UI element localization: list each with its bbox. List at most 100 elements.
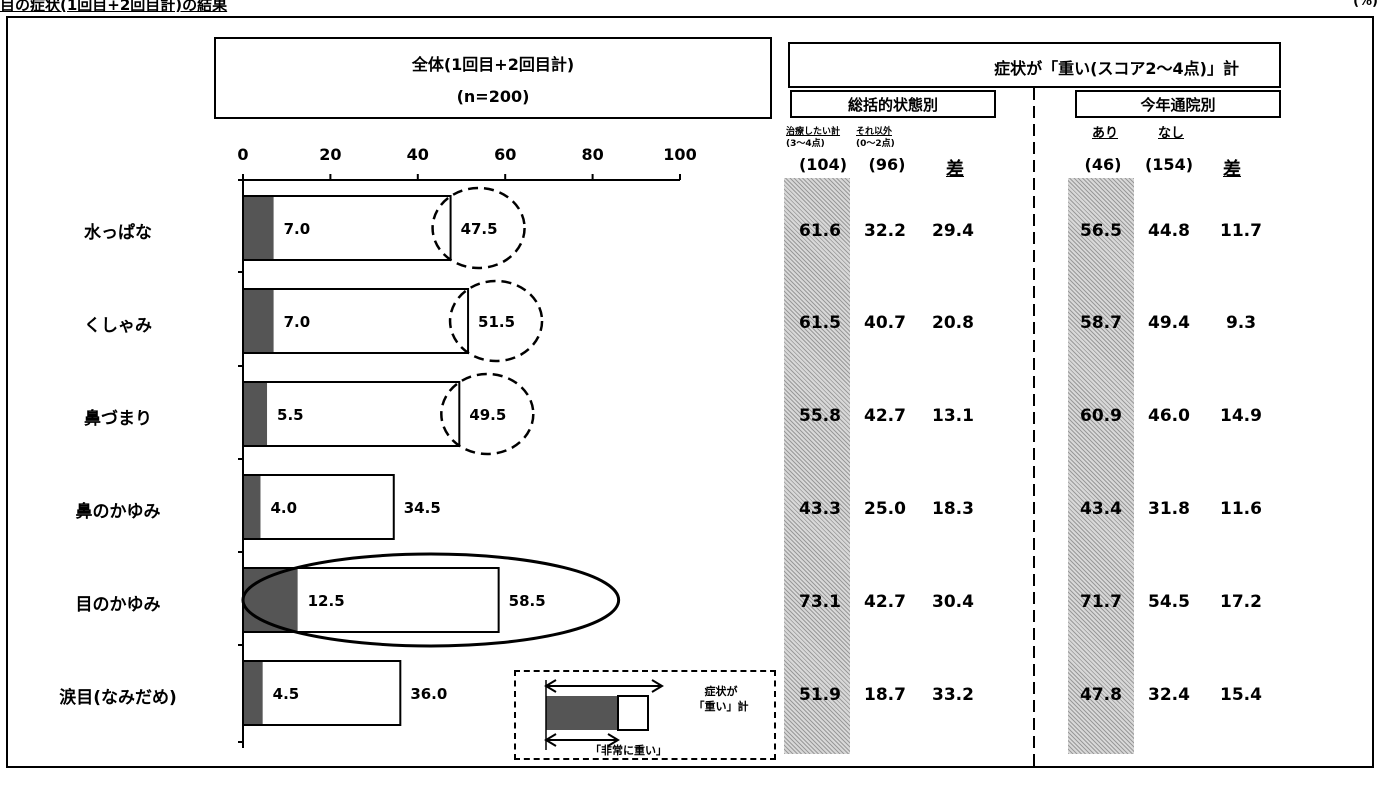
cell-g0-r3-c2: 18.3	[932, 499, 974, 519]
cell-g1-r5-c1: 32.4	[1148, 685, 1190, 705]
highlight-dashed-2	[440, 372, 535, 456]
cell-g1-r0-c1: 44.8	[1148, 221, 1190, 241]
legend-graphic	[544, 679, 664, 750]
col-n-g0-c1: (96)	[868, 155, 906, 174]
cell-g0-r1-c0: 61.5	[799, 313, 841, 333]
legend-very-heavy-swatch	[546, 696, 618, 730]
legend: 症状が 「重い」計 「非常に重い」	[514, 670, 776, 760]
cell-g1-r0-c2: 11.7	[1220, 221, 1262, 241]
highlight-dashed-0	[431, 186, 526, 270]
group-title-box-1: 今年通院別	[1075, 90, 1281, 118]
x-tick-label-3: 60	[494, 145, 516, 164]
col-n-g0-c0: (104)	[798, 155, 848, 174]
col-n-g1-c0: (46)	[1084, 155, 1122, 174]
cell-g0-r2-c2: 13.1	[932, 406, 974, 426]
inner-label-5: 4.5	[273, 685, 300, 703]
bar-total-3	[242, 474, 395, 540]
cell-g1-r2-c1: 46.0	[1148, 406, 1190, 426]
total-label-1: 51.5	[478, 313, 515, 331]
highlight-dashed-1	[448, 279, 544, 363]
group-title-1: 今年通院別	[1140, 96, 1216, 114]
col-head-g0-c0-b: (3～4点)	[786, 139, 825, 149]
cell-g1-r0-c0: 56.5	[1080, 221, 1122, 241]
inner-label-2: 5.5	[277, 406, 304, 424]
chart-frame	[6, 16, 1374, 768]
bar-total-0	[242, 195, 452, 261]
cell-g0-r0-c1: 32.2	[864, 221, 906, 241]
cell-g1-r1-c2: 9.3	[1225, 313, 1257, 333]
cell-g0-r5-c2: 33.2	[932, 685, 974, 705]
highlight-solid-4	[241, 552, 621, 648]
bar-inner-1	[244, 290, 274, 352]
cell-g1-r2-c2: 14.9	[1220, 406, 1262, 426]
col-head-g0-c1-b: (0～2点)	[856, 139, 895, 149]
cell-g1-r1-c1: 49.4	[1148, 313, 1190, 333]
cell-g0-r5-c1: 18.7	[864, 685, 906, 705]
cell-g0-r4-c0: 73.1	[799, 592, 841, 612]
row-label-2: 鼻づまり	[84, 409, 152, 429]
row-label-1: くしゃみ	[84, 316, 152, 336]
total-label-3: 34.5	[404, 499, 441, 517]
chart-subtitle: (n=200)	[456, 87, 530, 106]
cell-g1-r4-c2: 17.2	[1220, 592, 1262, 612]
cell-g1-r3-c1: 31.8	[1148, 499, 1190, 519]
x-tick-label-0: 0	[237, 145, 248, 164]
group-title-0: 総括的状態別	[847, 96, 938, 114]
cell-g0-r5-c0: 51.9	[799, 685, 841, 705]
table-title-box: 症状が「重い(スコア2～4点)」計	[788, 42, 1281, 88]
cell-g1-r3-c2: 11.6	[1220, 499, 1262, 519]
col-head-g1-c0-a: あり	[1092, 126, 1119, 141]
cell-g1-r4-c1: 54.5	[1148, 592, 1190, 612]
row-label-0: 水っぱな	[84, 223, 152, 243]
legend-heavy-label: 症状が 「重い」計	[693, 685, 749, 713]
total-label-5: 36.0	[410, 685, 447, 703]
x-tick-label-4: 80	[581, 145, 603, 164]
legend-very-heavy-label: 「非常に重い」	[590, 744, 667, 757]
total-label-2: 49.5	[469, 406, 506, 424]
cell-g1-r1-c0: 58.7	[1080, 313, 1122, 333]
x-tick-label-1: 20	[319, 145, 341, 164]
page-title: 目の症状(1回目+2回目計)の結果	[0, 0, 228, 14]
bar-inner-3	[244, 476, 261, 538]
bar-inner-2	[244, 383, 268, 445]
row-label-3: 鼻のかゆみ	[75, 502, 161, 522]
cell-g0-r3-c1: 25.0	[864, 499, 906, 519]
cell-g0-r1-c2: 20.8	[932, 313, 974, 333]
cell-g0-r0-c2: 29.4	[932, 221, 974, 241]
inner-label-0: 7.0	[284, 220, 311, 238]
bar-total-2	[242, 381, 461, 447]
cell-g0-r2-c0: 55.8	[799, 406, 841, 426]
row-label-5: 涙目(なみだめ)	[59, 688, 177, 708]
unit-label: (%)	[1353, 0, 1378, 9]
page-header: 目の症状(1回目+2回目計)の結果 (%)	[0, 0, 1382, 14]
col-n-g0-c2: 差	[946, 159, 964, 180]
x-tick-label-5: 100	[663, 145, 696, 164]
cell-g1-r5-c2: 15.4	[1220, 685, 1262, 705]
bar-total-5	[242, 660, 402, 726]
shade-col-g0	[784, 178, 850, 754]
inner-label-4: 12.5	[308, 592, 345, 610]
cell-g1-r4-c0: 71.7	[1080, 592, 1122, 612]
x-tick-label-2: 40	[407, 145, 429, 164]
cell-g0-r0-c0: 61.6	[799, 221, 841, 241]
cell-g1-r3-c0: 43.4	[1080, 499, 1122, 519]
cell-g0-r2-c1: 42.7	[864, 406, 906, 426]
chart-title-box: 全体(1回目+2回目計) (n=200)	[214, 37, 772, 119]
inner-label-1: 7.0	[284, 313, 311, 331]
col-n-g1-c1: (154)	[1144, 155, 1194, 174]
bar-inner-0	[244, 197, 274, 259]
table-title: 症状が「重い(スコア2～4点)」計	[994, 59, 1239, 78]
col-head-g0-c1-a: それ以外	[856, 127, 893, 137]
row-label-4: 目のかゆみ	[75, 595, 161, 615]
legend-heavy-swatch	[617, 695, 649, 731]
cell-g0-r1-c1: 40.7	[864, 313, 906, 333]
inner-label-3: 4.0	[270, 499, 297, 517]
cell-g1-r5-c0: 47.8	[1080, 685, 1122, 705]
chart-title: 全体(1回目+2回目計)	[411, 55, 575, 74]
col-head-g1-c1-a: なし	[1158, 126, 1185, 141]
bar-total-1	[242, 288, 470, 354]
total-label-0: 47.5	[461, 220, 498, 238]
cell-g0-r4-c2: 30.4	[932, 592, 974, 612]
cell-g0-r4-c1: 42.7	[864, 592, 906, 612]
total-label-4: 58.5	[509, 592, 546, 610]
